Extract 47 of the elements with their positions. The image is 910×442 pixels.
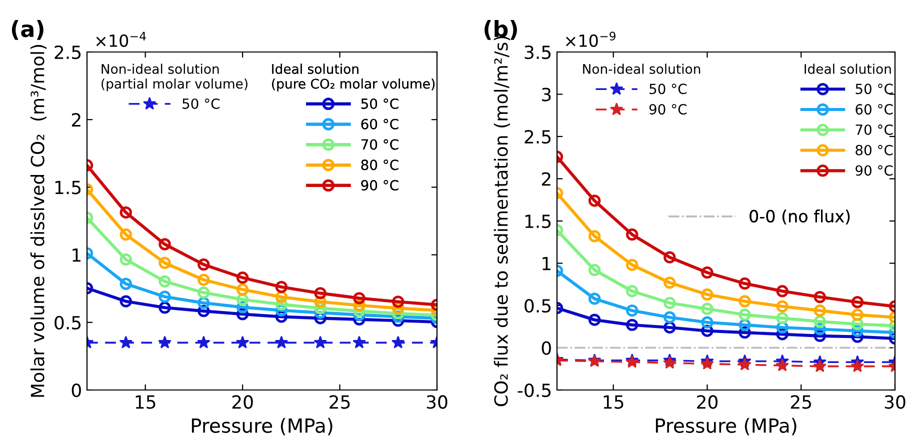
legend-label: 60 °C	[856, 104, 893, 115]
x-tick-label: 15	[136, 395, 156, 409]
y-tick-label: 2	[72, 113, 80, 126]
y-tick-label: 1.5	[525, 214, 551, 228]
y-axis-title: Molar volume of disslved CO₂ (m³/mol)	[30, 44, 46, 397]
y-tick-label: 1	[72, 248, 80, 262]
y-tick-label: 2.5	[524, 130, 551, 144]
text: Ideal solution	[804, 64, 891, 74]
x-axis-title: Pressure (MPa)	[192, 418, 332, 436]
legend-label: 50 °C	[856, 84, 893, 94]
y-tick-label: 0	[72, 383, 81, 398]
legend-label: 70 °C	[856, 124, 893, 135]
legend-label: 80 °C	[856, 144, 893, 156]
x-tick-label: 30	[884, 395, 906, 409]
legend-label: 90 °C	[856, 165, 893, 176]
y-tick-label: 0	[542, 341, 551, 355]
legend-label: 50 °C	[182, 98, 220, 109]
x-tick-label: 30	[426, 395, 448, 409]
y-tick-label: 3.5	[524, 45, 551, 60]
legend-label: 90 °C	[649, 104, 686, 115]
y-tick-label: 1.5	[55, 180, 81, 194]
legend-label: 70 °C	[361, 139, 398, 150]
x-tick-label: 25	[790, 395, 812, 409]
text: ×10$^{−9}$	[566, 32, 616, 47]
y-tick-label: 0.5	[54, 316, 81, 330]
legend-label: 50 °C	[650, 84, 686, 94]
text: ×10$^{−4}$	[96, 32, 146, 47]
x-tick-label: 20	[697, 395, 718, 409]
x-tick-label: 25	[330, 395, 350, 409]
legend-label: 90 °C	[361, 180, 398, 190]
text: Ideal solution (pure CO₂ molar volume)	[272, 64, 435, 92]
legend-label: 80 °C	[361, 160, 398, 170]
legend-label: 0-0 (no flux)	[750, 210, 850, 224]
chart-title: (a)	[12, 20, 44, 40]
y-tick-label: -0.5	[518, 383, 551, 398]
y-tick-label: 1	[542, 256, 550, 270]
y-tick-label: 2	[542, 172, 550, 186]
x-axis-title: Pressure (MPa)	[656, 418, 796, 436]
y-tick-label: 3	[542, 88, 551, 102]
text: Non-ideal solution	[583, 64, 700, 74]
x-tick-label: 20	[232, 395, 253, 409]
legend-label: 50 °C	[361, 98, 398, 109]
text: Non-ideal solution (partial molar volume)	[102, 64, 248, 92]
x-tick-label: 15	[604, 395, 624, 409]
y-tick-label: 0.5	[524, 298, 551, 313]
y-tick-label: 2.5	[54, 45, 81, 60]
legend-label: 60 °C	[361, 118, 398, 130]
